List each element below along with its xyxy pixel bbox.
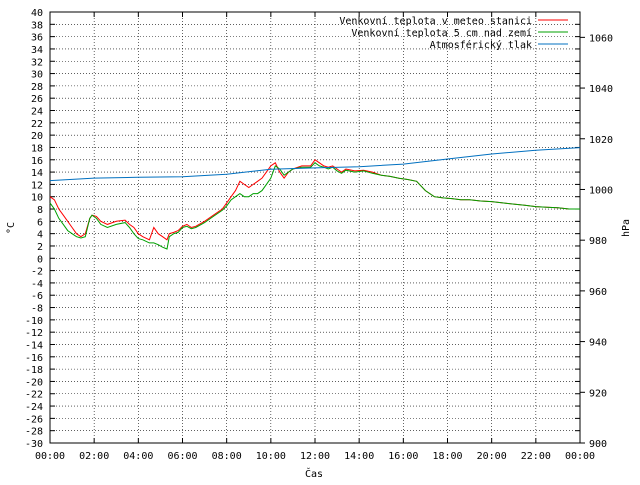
y-tick-label: 26 bbox=[31, 94, 43, 105]
ticks: 4038363432302826242220181614121086420-2-… bbox=[25, 8, 613, 462]
y-tick-label: 30 bbox=[31, 70, 43, 81]
y-tick-label: -12 bbox=[25, 328, 43, 339]
x-tick-label: 10:00 bbox=[256, 451, 286, 462]
y2-axis-label: hPa bbox=[621, 219, 632, 237]
y-tick-label: -30 bbox=[25, 439, 43, 450]
y-tick-label: 40 bbox=[31, 8, 43, 19]
y2-tick-label: 900 bbox=[589, 439, 607, 450]
y2-tick-label: 1000 bbox=[589, 185, 613, 196]
y-tick-label: -20 bbox=[25, 377, 43, 388]
y-tick-label: 22 bbox=[31, 119, 43, 130]
x-tick-label: 04:00 bbox=[123, 451, 153, 462]
y-tick-label: 32 bbox=[31, 57, 43, 68]
series-line-3 bbox=[49, 147, 581, 182]
x-tick-label: 06:00 bbox=[167, 451, 197, 462]
series-lines bbox=[49, 147, 581, 250]
x-tick-label: 00:00 bbox=[35, 451, 65, 462]
y-tick-label: 14 bbox=[31, 168, 43, 179]
y-tick-label: -22 bbox=[25, 390, 43, 401]
y-tick-label: -2 bbox=[31, 267, 43, 278]
y-tick-label: -26 bbox=[25, 414, 43, 425]
x-tick-label: 02:00 bbox=[79, 451, 109, 462]
y-tick-label: 0 bbox=[37, 254, 43, 265]
y-axis-label: °C bbox=[6, 222, 17, 234]
y-tick-label: -24 bbox=[25, 402, 43, 413]
x-tick-label: 08:00 bbox=[212, 451, 242, 462]
x-tick-label: 14:00 bbox=[344, 451, 374, 462]
legend-label: Atmosférický tlak bbox=[430, 39, 532, 51]
x-tick-label: 12:00 bbox=[300, 451, 330, 462]
y-tick-label: 12 bbox=[31, 180, 43, 191]
y-tick-label: 10 bbox=[31, 193, 43, 204]
y-tick-label: -14 bbox=[25, 340, 43, 351]
y-tick-label: 16 bbox=[31, 156, 43, 167]
y2-tick-label: 980 bbox=[589, 236, 607, 247]
y2-tick-label: 960 bbox=[589, 287, 607, 298]
series-line-2 bbox=[49, 162, 580, 250]
y-tick-label: 8 bbox=[37, 205, 43, 216]
y-tick-label: 36 bbox=[31, 33, 43, 44]
y-tick-label: 6 bbox=[37, 217, 43, 228]
y-tick-label: -18 bbox=[25, 365, 43, 376]
y-tick-label: -10 bbox=[25, 316, 43, 327]
y-tick-label: -16 bbox=[25, 353, 43, 364]
y-tick-label: 24 bbox=[31, 107, 43, 118]
y2-tick-label: 1060 bbox=[589, 33, 613, 44]
legend-label: Venkovní teplota v meteo stanici bbox=[339, 15, 532, 27]
y-tick-label: 2 bbox=[37, 242, 43, 253]
grid bbox=[49, 11, 581, 444]
y2-tick-label: 940 bbox=[589, 338, 607, 349]
x-tick-label: 00:00 bbox=[565, 451, 595, 462]
x-tick-label: 16:00 bbox=[388, 451, 418, 462]
y-tick-label: -28 bbox=[25, 427, 43, 438]
x-tick-label: 20:00 bbox=[477, 451, 507, 462]
y-tick-label: 34 bbox=[31, 45, 43, 56]
x-tick-label: 22:00 bbox=[521, 451, 551, 462]
y-tick-label: 18 bbox=[31, 143, 43, 154]
y-tick-label: 4 bbox=[37, 230, 43, 241]
legend: Venkovní teplota v meteo staniciVenkovní… bbox=[339, 15, 568, 51]
y-tick-label: 28 bbox=[31, 82, 43, 93]
y-tick-label: -4 bbox=[31, 279, 43, 290]
y2-tick-label: 1020 bbox=[589, 135, 613, 146]
y-tick-label: -8 bbox=[31, 304, 43, 315]
x-tick-label: 18:00 bbox=[432, 451, 462, 462]
y2-tick-label: 920 bbox=[589, 388, 607, 399]
x-axis-label: Čas bbox=[305, 467, 323, 480]
y2-tick-label: 1040 bbox=[589, 84, 613, 95]
y-tick-label: -6 bbox=[31, 291, 43, 302]
y-tick-label: 20 bbox=[31, 131, 43, 142]
y-tick-label: 38 bbox=[31, 20, 43, 31]
legend-label: Venkovní teplota 5 cm nad zemí bbox=[351, 27, 532, 39]
